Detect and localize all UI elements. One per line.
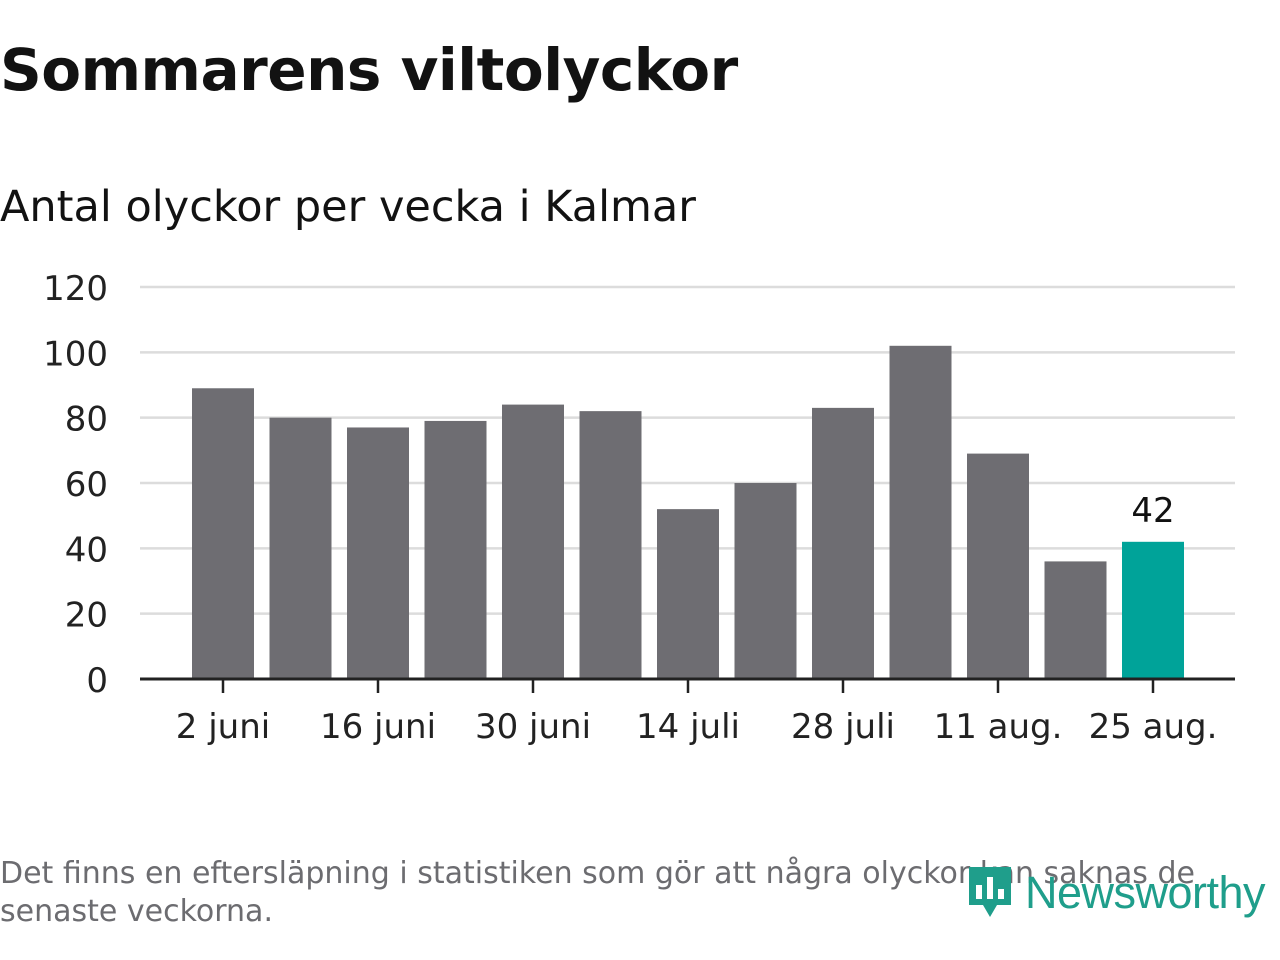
brand-name: Newsworthy bbox=[1025, 867, 1266, 918]
y-tick-label: 40 bbox=[65, 530, 108, 570]
bar bbox=[424, 420, 487, 679]
x-tick-label: 30 juni bbox=[475, 707, 591, 747]
y-tick-label: 100 bbox=[43, 334, 108, 374]
bar bbox=[657, 509, 719, 679]
data-labels: 42 bbox=[1131, 491, 1174, 531]
x-tick-label: 28 juli bbox=[791, 707, 895, 747]
bar bbox=[347, 427, 409, 679]
chart-subtitle: Antal olyckor per vecka i Kalmar bbox=[0, 182, 696, 232]
bars bbox=[192, 345, 1184, 679]
x-tick-label: 25 aug. bbox=[1089, 707, 1218, 747]
y-tick-label: 0 bbox=[86, 661, 108, 701]
y-tick-label: 20 bbox=[65, 596, 108, 636]
bar bbox=[889, 345, 952, 679]
bar bbox=[967, 453, 1029, 679]
y-tick-label: 120 bbox=[43, 269, 108, 309]
bar bbox=[269, 417, 332, 679]
bar bbox=[1044, 561, 1107, 679]
bar bbox=[579, 411, 642, 679]
x-axis-labels: 2 juni 16 juni 30 juni 14 juli 28 juli 11 aug… bbox=[176, 707, 1218, 747]
x-axis bbox=[140, 677, 1235, 693]
brand-logo: Newsworthy bbox=[965, 861, 1266, 925]
bar bbox=[812, 407, 874, 679]
data-label: 42 bbox=[1131, 491, 1174, 531]
x-tick-label: 2 juni bbox=[176, 707, 270, 747]
chart-title: Sommarens viltolyckor bbox=[0, 36, 738, 104]
bar bbox=[192, 388, 254, 679]
bar bbox=[502, 404, 564, 679]
newsworthy-logo-icon bbox=[965, 861, 1015, 925]
y-tick-label: 60 bbox=[65, 465, 108, 505]
bar bbox=[734, 483, 797, 679]
y-tick-label: 80 bbox=[65, 400, 108, 440]
bar-chart: 0 20 40 60 80 100 120 2 juni 16 juni 30 juni 14 j… bbox=[43, 269, 1235, 747]
y-axis-labels: 0 20 40 60 80 100 120 bbox=[43, 269, 108, 701]
x-tick-label: 14 juli bbox=[636, 707, 740, 747]
x-tick-label: 16 juni bbox=[320, 707, 436, 747]
x-tick-label: 11 aug. bbox=[934, 707, 1063, 747]
bar-highlight bbox=[1122, 541, 1184, 679]
